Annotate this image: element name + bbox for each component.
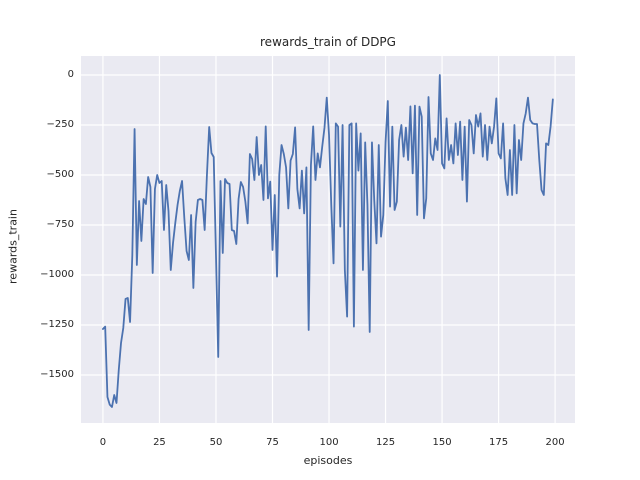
- plot-area: [81, 56, 575, 423]
- x-tick-label: 25: [153, 437, 166, 448]
- y-tick-label: −1250: [40, 319, 74, 330]
- x-tick-label: 50: [209, 437, 223, 448]
- rewards-series-line: [102, 74, 554, 408]
- x-axis-label: episodes: [303, 454, 353, 467]
- y-tick-label: −750: [46, 219, 74, 230]
- x-tick-label: 125: [375, 437, 396, 448]
- y-tick-label: 0: [67, 69, 74, 80]
- y-tick-label: −250: [46, 119, 74, 130]
- y-tick-label: −500: [46, 169, 74, 180]
- x-tick-label: 75: [266, 437, 279, 448]
- x-tick-label: 150: [432, 437, 452, 448]
- rewards-line-chart: [81, 56, 575, 423]
- y-tick-label: −1500: [40, 369, 74, 380]
- x-tick-label: 175: [489, 437, 509, 448]
- x-tick-label: 200: [545, 437, 565, 448]
- x-tick-label: 100: [319, 437, 339, 448]
- x-tick-label: 0: [99, 437, 107, 448]
- y-axis-label: rewards_train: [6, 209, 20, 284]
- y-tick-label: −1000: [40, 269, 74, 280]
- chart-title: rewards_train of DDPG: [260, 35, 396, 49]
